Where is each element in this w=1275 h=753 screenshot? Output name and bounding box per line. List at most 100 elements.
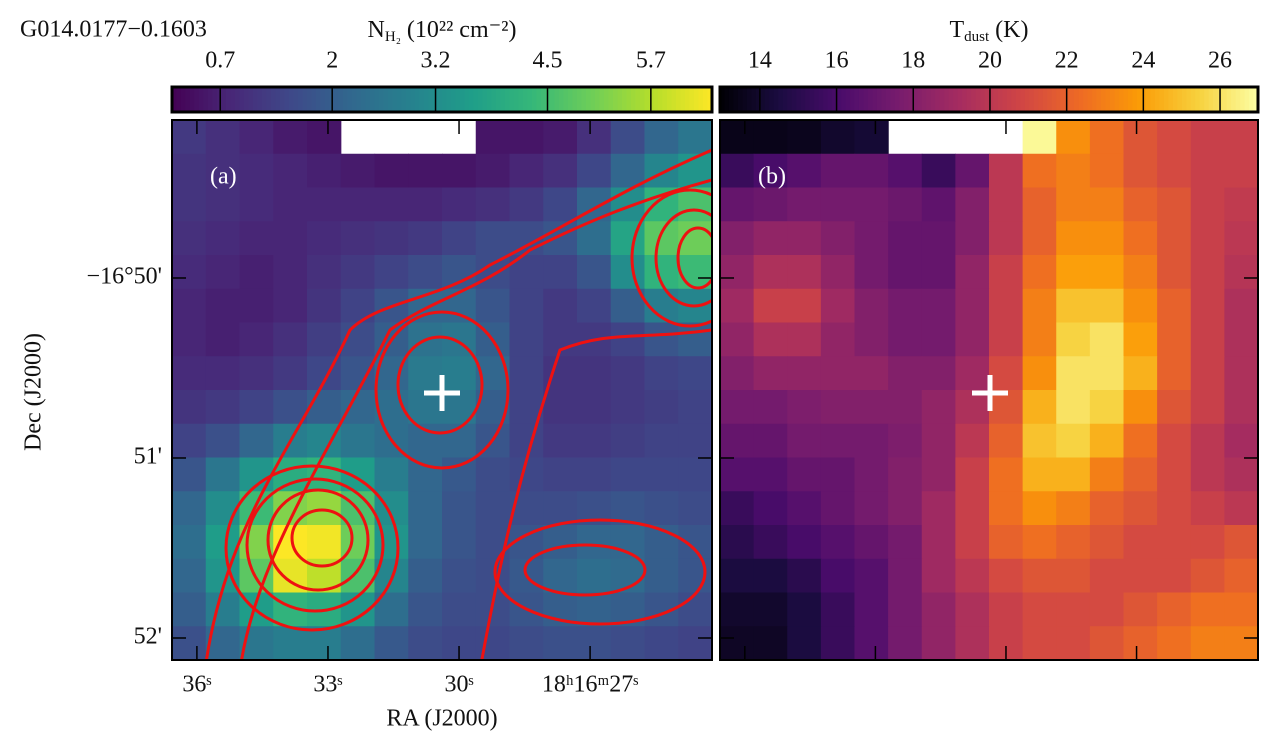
colorbar-tick-label: 18 <box>901 48 925 74</box>
pixel <box>205 356 241 391</box>
pixel <box>1123 491 1158 526</box>
pixel <box>678 423 713 459</box>
x-tick-label: 30ˢ <box>444 672 473 698</box>
colorbar-slice <box>311 87 317 112</box>
contour <box>224 464 400 632</box>
pixel <box>239 153 274 189</box>
pixel <box>1022 187 1057 222</box>
colorbar-slice <box>370 87 376 112</box>
pixel <box>509 120 544 155</box>
colorbar-slice <box>867 87 874 112</box>
pixel <box>854 457 889 492</box>
colorbar-slice <box>796 87 802 112</box>
colorbar-slice <box>541 87 547 112</box>
pixel <box>205 491 241 526</box>
pixel <box>475 187 511 222</box>
pixel <box>1022 626 1057 661</box>
colorbar-slice <box>599 87 605 112</box>
colorbar-slice <box>769 87 775 112</box>
colorbar-slice <box>595 87 601 112</box>
pixel <box>921 491 956 526</box>
pixel <box>1224 592 1259 627</box>
colorbar-slice <box>720 87 726 112</box>
pixel <box>1190 288 1225 324</box>
colorbar-slice <box>832 87 838 112</box>
colorbar-slice <box>379 87 385 112</box>
colorbar-slice <box>912 87 918 112</box>
colorbar-slice <box>469 87 475 112</box>
colorbar-label: Tdust (K) <box>949 17 1028 46</box>
pixel <box>753 390 788 425</box>
x-tick-label: 36ˢ <box>182 672 211 698</box>
colorbar-slice <box>676 87 682 112</box>
colorbar-slice <box>325 87 331 112</box>
pixel <box>888 592 923 627</box>
pixel <box>921 423 956 459</box>
pixel <box>205 221 241 256</box>
colorbar-slice <box>554 87 560 112</box>
pixel <box>1157 120 1192 155</box>
pixel <box>1089 592 1125 627</box>
colorbar-slice <box>782 87 788 112</box>
colorbar-slice <box>881 87 887 112</box>
colorbar-slice <box>190 87 196 112</box>
colorbar-slice <box>962 87 968 112</box>
colorbar-slice <box>1181 87 1187 112</box>
colorbar-slice <box>352 87 358 112</box>
colorbar-slice <box>347 87 353 112</box>
pixel <box>955 288 990 324</box>
pixel <box>921 288 956 324</box>
pixel <box>753 221 788 256</box>
pixel <box>720 423 755 459</box>
colorbar-slice <box>235 87 241 112</box>
colorbar-slice <box>908 87 914 112</box>
pixel <box>1123 626 1158 661</box>
colorbar-slice <box>1244 87 1250 112</box>
colorbar-slice <box>307 87 313 112</box>
pixel <box>787 558 822 594</box>
colorbar-slice <box>876 87 882 112</box>
pixel <box>854 423 889 459</box>
y-tick-label: 51' <box>134 443 162 469</box>
pixel <box>1190 322 1225 357</box>
colorbar-slice <box>244 87 250 112</box>
colorbar-slice <box>446 87 452 112</box>
colorbar-tick-label: 24 <box>1131 48 1155 74</box>
contour <box>374 310 510 470</box>
colorbar-slice <box>442 87 448 112</box>
colorbar-slice <box>1101 87 1107 112</box>
pixel <box>787 221 822 256</box>
colorbar-slice <box>653 87 659 112</box>
colorbar-slice <box>460 87 466 112</box>
pixel <box>442 592 477 627</box>
colorbar-slice <box>890 87 896 112</box>
colorbar-tick-label: 2 <box>326 48 338 74</box>
pixel <box>307 120 342 155</box>
pixel <box>475 221 511 256</box>
colorbar-frame <box>718 85 1260 114</box>
pixel <box>205 255 241 290</box>
pixel <box>374 525 409 560</box>
colorbar-slice <box>1006 87 1013 112</box>
colorbar-slice <box>424 87 430 112</box>
colorbar-slice <box>397 87 403 112</box>
pixel <box>1056 356 1091 391</box>
colorbar-slice <box>320 87 326 112</box>
x-axis-label: RA (J2000) <box>386 706 497 732</box>
pixel <box>273 626 308 661</box>
pixel <box>1022 592 1057 627</box>
colorbar-tick-label: 5.7 <box>636 48 666 74</box>
pixel <box>543 120 578 155</box>
pixel <box>442 356 477 391</box>
colorbar-tick-label: 0.7 <box>205 48 235 74</box>
colorbar-slice <box>827 87 833 112</box>
pixel <box>1123 558 1158 594</box>
pixel <box>820 423 856 459</box>
pixel <box>577 288 612 324</box>
colorbar-slice <box>930 87 936 112</box>
pixel <box>577 558 612 594</box>
colorbar-slice <box>1172 87 1178 112</box>
pixel <box>1123 120 1158 155</box>
y-tick-label: 52' <box>134 624 162 650</box>
colorbar-slice <box>532 87 538 112</box>
